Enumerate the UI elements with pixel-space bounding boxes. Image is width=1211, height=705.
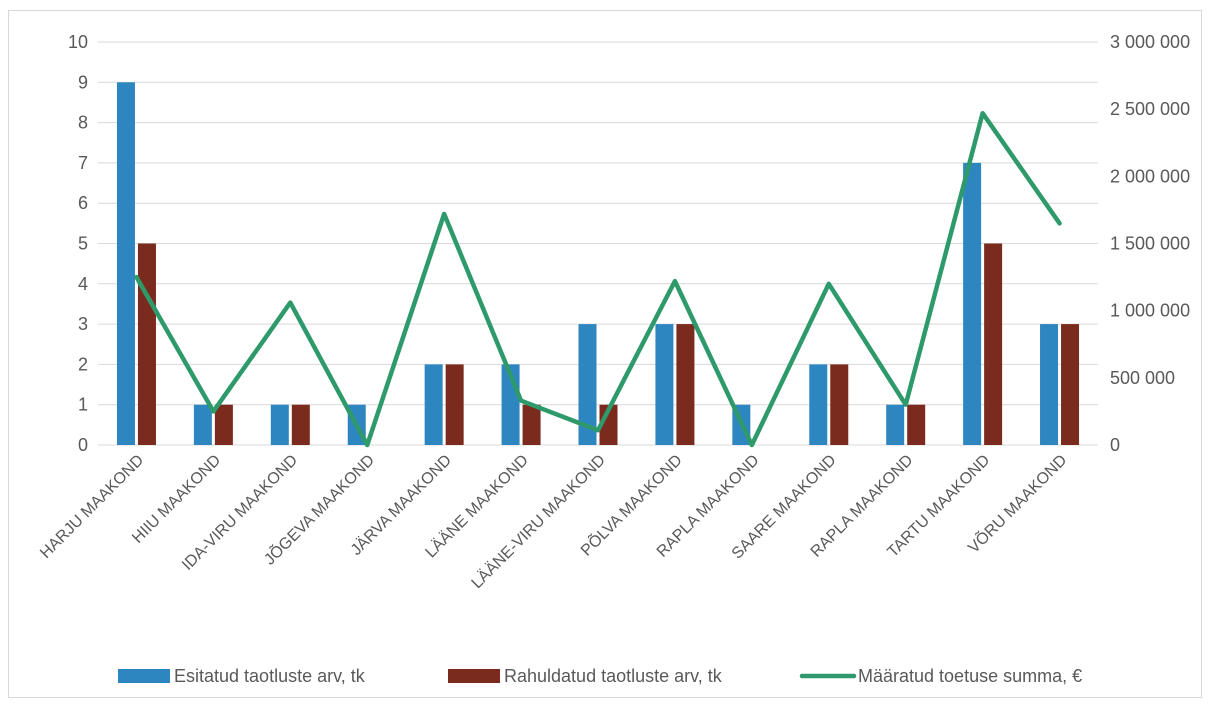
right-tick-label: 2 500 000 [1110, 99, 1190, 119]
left-tick-label: 8 [78, 113, 88, 133]
right-tick-label: 1 500 000 [1110, 234, 1190, 254]
bar-rahuldatud [522, 404, 541, 445]
chart-frame [8, 10, 1202, 698]
right-axis: 0 500 000 1 000 000 1 500 000 2 000 000 2 500… [1110, 32, 1190, 455]
left-tick-label: 7 [78, 153, 88, 173]
category-label: LÄÄNE-VIRU MAAKOND [468, 451, 609, 592]
legend-label: Esitatud taotluste arv, tk [174, 666, 366, 686]
bar-rahuldatud [907, 404, 926, 445]
bar-rahuldatud [291, 404, 310, 445]
bar-esitatud [809, 364, 828, 445]
legend-label: Rahuldatud taotluste arv, tk [504, 666, 723, 686]
right-tick-label: 3 000 000 [1110, 32, 1190, 52]
left-tick-label: 5 [78, 234, 88, 254]
right-tick-label: 2 000 000 [1110, 166, 1190, 186]
left-tick-label: 0 [78, 435, 88, 455]
right-tick-label: 500 000 [1110, 368, 1175, 388]
legend-swatch [448, 669, 500, 683]
left-tick-label: 2 [78, 354, 88, 374]
grid-lines [98, 41, 1098, 446]
bar-esitatud [655, 324, 674, 445]
bar-esitatud [886, 404, 905, 445]
bar-rahuldatud [676, 324, 695, 445]
bar-rahuldatud [214, 404, 233, 445]
legend-label: Määratud toetuse summa, € [858, 666, 1082, 686]
left-tick-label: 1 [78, 395, 88, 415]
line-series [134, 110, 1062, 448]
left-tick-label: 6 [78, 193, 88, 213]
right-tick-label: 1 000 000 [1110, 301, 1190, 321]
bar-rahuldatud [137, 243, 156, 445]
category-label: HARJU MAAKOND [37, 452, 147, 562]
bar-rahuldatud [830, 364, 849, 445]
bar-rahuldatud [445, 364, 464, 445]
left-tick-label: 4 [78, 274, 88, 294]
left-tick-label: 9 [78, 72, 88, 92]
bars [116, 82, 1080, 446]
left-tick-label: 10 [68, 32, 88, 52]
left-axis: 0 1 2 3 4 5 6 7 8 9 10 [68, 32, 88, 455]
bar-esitatud [963, 162, 982, 445]
bar-rahuldatud [1061, 324, 1080, 445]
legend-swatch [118, 669, 170, 683]
legend: Esitatud taotluste arv, tk Rahuldatud tao… [118, 666, 1082, 686]
left-tick-label: 3 [78, 314, 88, 334]
bar-esitatud [424, 364, 443, 445]
right-tick-label: 0 [1110, 435, 1120, 455]
bar-esitatud [270, 404, 289, 445]
bar-esitatud [1040, 324, 1059, 445]
bar-esitatud [193, 404, 212, 445]
bar-rahuldatud [984, 243, 1003, 445]
bar-esitatud [578, 324, 597, 445]
bar-esitatud [116, 82, 135, 446]
